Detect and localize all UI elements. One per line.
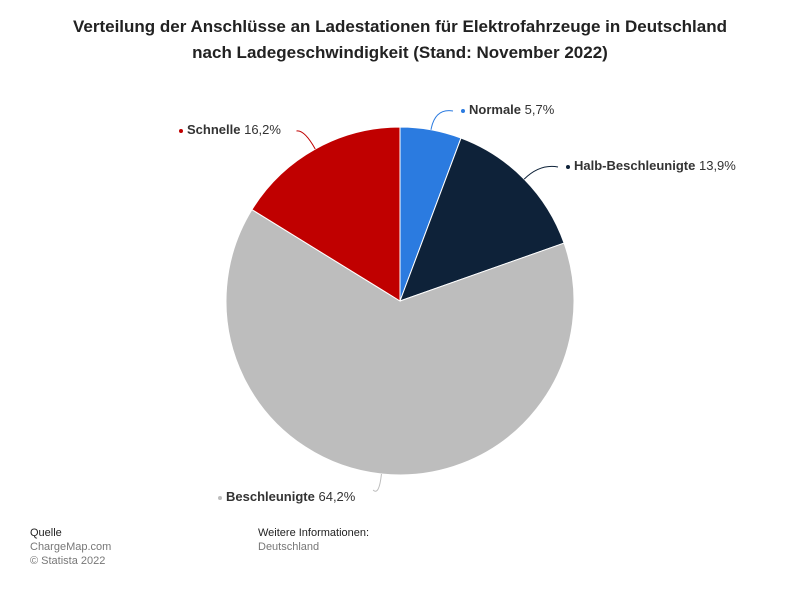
value-label: 16,2%	[244, 122, 281, 137]
leader-line	[372, 473, 382, 492]
label-dot	[218, 496, 222, 500]
value-label: 13,9%	[699, 158, 736, 173]
source-heading: Quelle	[30, 527, 62, 539]
value-label: 5,7%	[525, 102, 555, 117]
slice-label: Schnelle 16,2%	[187, 122, 281, 137]
source-block: Quelle ChargeMap.com © Statista 2022	[30, 526, 111, 568]
source-text[interactable]: ChargeMap.com	[30, 541, 112, 553]
category-label: Schnelle	[187, 122, 240, 137]
label-dot	[566, 165, 570, 169]
leader-line	[296, 130, 316, 150]
category-label: Normale	[469, 102, 521, 117]
info-block: Weitere Informationen: Deutschland	[258, 526, 369, 554]
category-label: Halb-Beschleunigte	[574, 158, 695, 173]
label-dot	[461, 109, 465, 113]
leader-line	[430, 110, 454, 130]
label-dot	[179, 129, 183, 133]
value-label: 64,2%	[318, 489, 355, 504]
info-text[interactable]: Deutschland	[258, 541, 320, 553]
info-heading: Weitere Informationen:	[258, 527, 370, 539]
slice-label: Beschleunigte 64,2%	[226, 489, 356, 504]
pie-slice	[251, 126, 401, 302]
chart-title: Verteilung der Anschlüsse an Ladestation…	[72, 17, 727, 62]
slice-label: Halb-Beschleunigte 13,9%	[574, 158, 736, 173]
leader-line	[523, 165, 559, 180]
slice-label: Normale 5,7%	[469, 102, 555, 117]
copyright: © Statista 2022	[30, 555, 106, 567]
category-label: Beschleunigte	[226, 489, 315, 504]
